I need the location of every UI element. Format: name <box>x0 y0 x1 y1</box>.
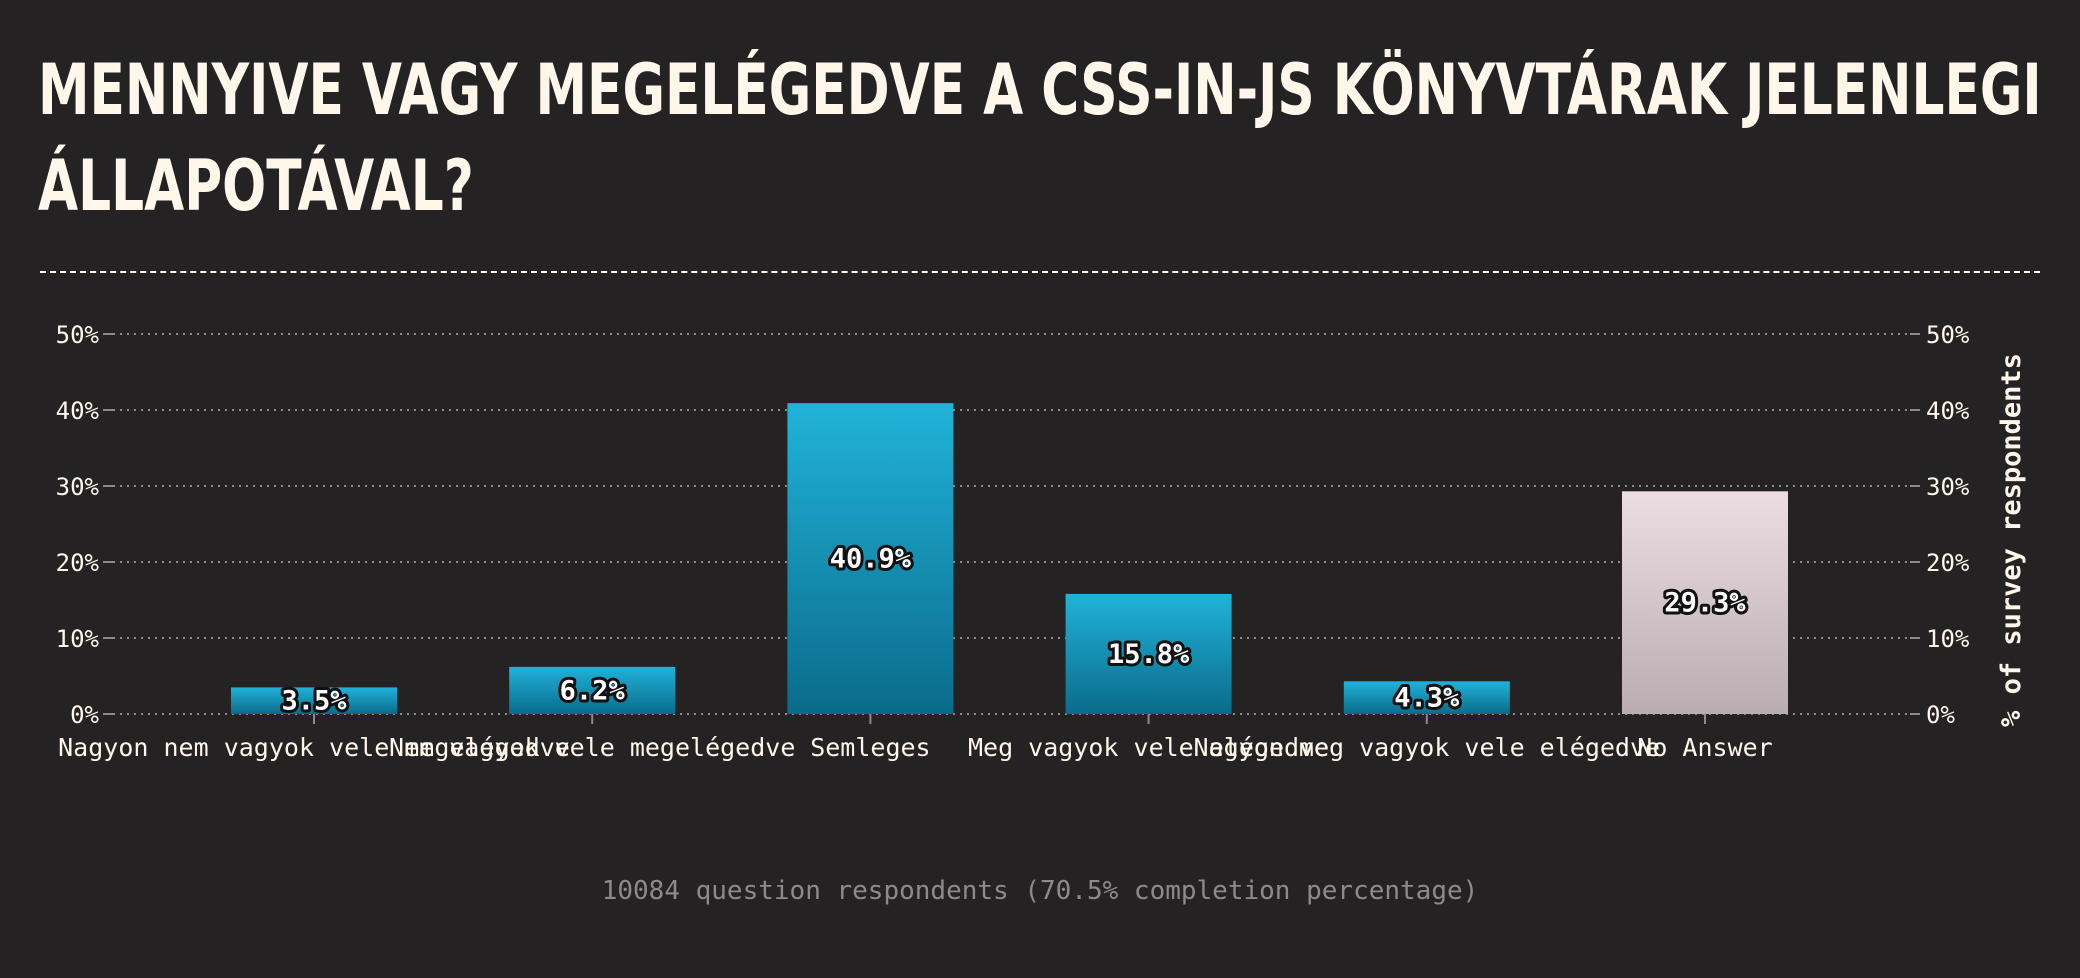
y-tick-label-left: 40% <box>56 397 100 425</box>
chart-title-line-2: ÁLLAPOTÁVAL? <box>38 145 474 227</box>
y-tick-label-right: 0% <box>1926 701 1955 729</box>
respondents-footer: 10084 question respondents (70.5% comple… <box>601 876 1479 906</box>
y-tick-label-left: 0% <box>70 701 99 729</box>
y-tick-label-left: 20% <box>56 549 100 577</box>
bar-value-label: 15.8% <box>1108 639 1190 670</box>
bar-chart: 0% 0% 10% 10% 20% 20% 30% 30% 40% 40% 50% 50% % of s… <box>56 321 2027 762</box>
bar-no-answer <box>1622 491 1788 714</box>
bars <box>231 403 1788 714</box>
y-tick-label-right: 30% <box>1926 473 1970 501</box>
bar <box>509 666 676 714</box>
bar-value-label: 40.9% <box>830 544 912 575</box>
x-tick-label: Nem vagyok vele megelégedve <box>389 733 795 762</box>
y-tick-label-right: 20% <box>1926 549 1970 577</box>
y-tick-label-left: 50% <box>56 321 100 349</box>
chart-title-line-1: MENNYIVE VAGY MEGELÉGEDVE A CSS-IN-JS KÖ… <box>38 49 2042 131</box>
bar <box>231 687 397 714</box>
x-tick-label: Semleges <box>810 733 930 762</box>
x-tick-label: No Answer <box>1637 733 1772 762</box>
bar-value-label: 4.3% <box>1394 683 1460 714</box>
bar-value-label: 6.2% <box>560 675 626 706</box>
x-tick-label: Meg vagyok vele elégedve <box>968 733 1329 762</box>
y-tick-label-right: 40% <box>1926 397 1970 425</box>
axes: 0% 0% 10% 10% 20% 20% 30% 30% 40% 40% 50% 50% % of s… <box>56 321 2027 762</box>
y-tick-label-left: 30% <box>56 473 100 501</box>
y-axis-title: % of survey respondents <box>1996 353 2027 727</box>
bar <box>787 403 954 714</box>
y-tick-label-right: 10% <box>1926 625 1970 653</box>
chart-title: MENNYIVE VAGY MEGELÉGEDVE A CSS-IN-JS KÖ… <box>38 42 2042 234</box>
value-labels: 3.5% 6.2% 40.9% 15.8% 4.3% 29.3% <box>278 541 1749 720</box>
bar-value-label: 29.3% <box>1664 588 1746 619</box>
x-tick-label: Nagyon meg vagyok vele elégedve <box>1194 733 1661 762</box>
x-tick-label: Nagyon nem vagyok vele megelégedve <box>58 733 570 762</box>
bar-value-label: 3.5% <box>281 686 347 717</box>
bar <box>1065 593 1232 714</box>
y-tick-label-left: 10% <box>56 625 100 653</box>
bar <box>1343 681 1510 714</box>
y-tick-label-right: 50% <box>1926 321 1970 349</box>
title-divider <box>40 271 2040 273</box>
